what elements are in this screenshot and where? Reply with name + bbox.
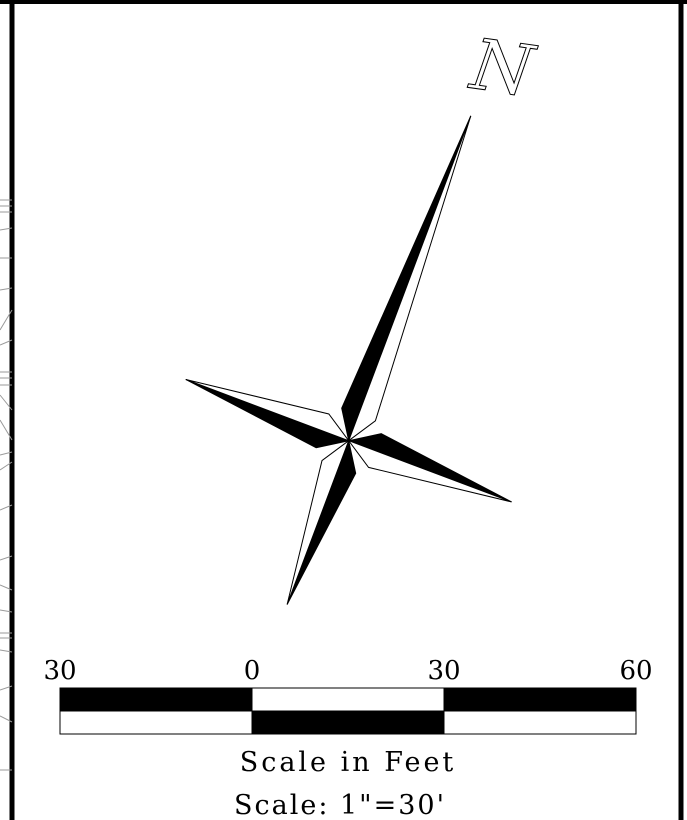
west-point-light [185, 378, 351, 442]
scale-tick-label: 30 [43, 656, 76, 686]
scale-ratio: Scale: 1"=30' [234, 790, 446, 820]
north-label: N [464, 23, 541, 113]
north-point-dark [341, 115, 472, 443]
scale-segment-black [59, 687, 253, 712]
scale-segment-white [443, 710, 637, 735]
north-point-light [347, 115, 472, 443]
east-point-light [347, 439, 512, 503]
scale-segment-black [443, 687, 637, 712]
scale-bar: 30 0 30 60 Scale in Feet Scale: 1"=30' [43, 656, 652, 820]
background-linework [0, 199, 13, 771]
north-arrow [185, 115, 512, 605]
scale-tick-label: 60 [619, 656, 652, 686]
scale-segment-white [59, 710, 253, 735]
north-arrow-points [185, 115, 512, 605]
scale-title: Scale in Feet [240, 747, 457, 778]
scale-tick-label: 0 [244, 656, 261, 686]
scale-tick-label: 30 [427, 656, 460, 686]
scale-segment-black [251, 710, 445, 735]
south-point-light [286, 439, 350, 605]
scale-segment-white [251, 687, 445, 712]
